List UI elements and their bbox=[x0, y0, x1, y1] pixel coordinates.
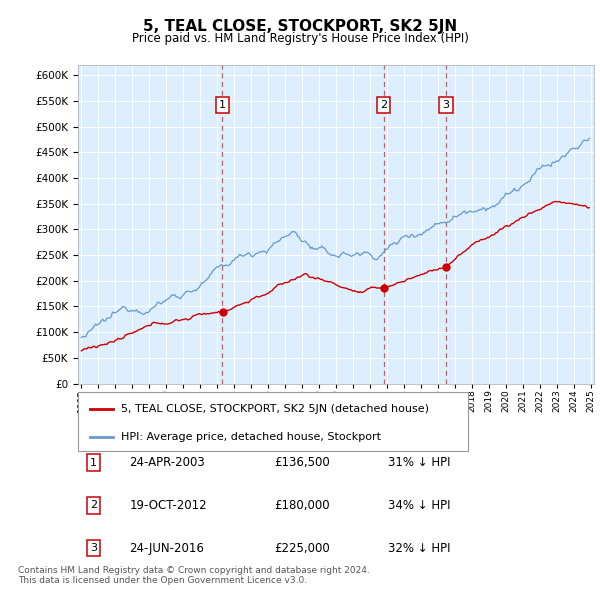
Text: 19-OCT-2012: 19-OCT-2012 bbox=[130, 499, 207, 512]
Text: £225,000: £225,000 bbox=[274, 542, 330, 555]
FancyBboxPatch shape bbox=[78, 392, 468, 451]
Text: 2: 2 bbox=[90, 500, 97, 510]
Text: 31% ↓ HPI: 31% ↓ HPI bbox=[388, 456, 450, 469]
Text: 5, TEAL CLOSE, STOCKPORT, SK2 5JN: 5, TEAL CLOSE, STOCKPORT, SK2 5JN bbox=[143, 19, 457, 34]
Text: 3: 3 bbox=[90, 543, 97, 553]
Text: Contains HM Land Registry data © Crown copyright and database right 2024.: Contains HM Land Registry data © Crown c… bbox=[18, 566, 370, 575]
Text: 2: 2 bbox=[380, 100, 387, 110]
Text: 24-JUN-2016: 24-JUN-2016 bbox=[130, 542, 205, 555]
Text: 24-APR-2003: 24-APR-2003 bbox=[130, 456, 205, 469]
Text: 5, TEAL CLOSE, STOCKPORT, SK2 5JN (detached house): 5, TEAL CLOSE, STOCKPORT, SK2 5JN (detac… bbox=[121, 404, 429, 414]
Text: 1: 1 bbox=[90, 458, 97, 467]
Text: 32% ↓ HPI: 32% ↓ HPI bbox=[388, 542, 450, 555]
Text: 34% ↓ HPI: 34% ↓ HPI bbox=[388, 499, 450, 512]
Text: HPI: Average price, detached house, Stockport: HPI: Average price, detached house, Stoc… bbox=[121, 432, 381, 441]
Text: 3: 3 bbox=[442, 100, 449, 110]
Text: This data is licensed under the Open Government Licence v3.0.: This data is licensed under the Open Gov… bbox=[18, 576, 307, 585]
Text: £136,500: £136,500 bbox=[274, 456, 330, 469]
Text: 1: 1 bbox=[219, 100, 226, 110]
Text: £180,000: £180,000 bbox=[274, 499, 330, 512]
Text: Price paid vs. HM Land Registry's House Price Index (HPI): Price paid vs. HM Land Registry's House … bbox=[131, 32, 469, 45]
